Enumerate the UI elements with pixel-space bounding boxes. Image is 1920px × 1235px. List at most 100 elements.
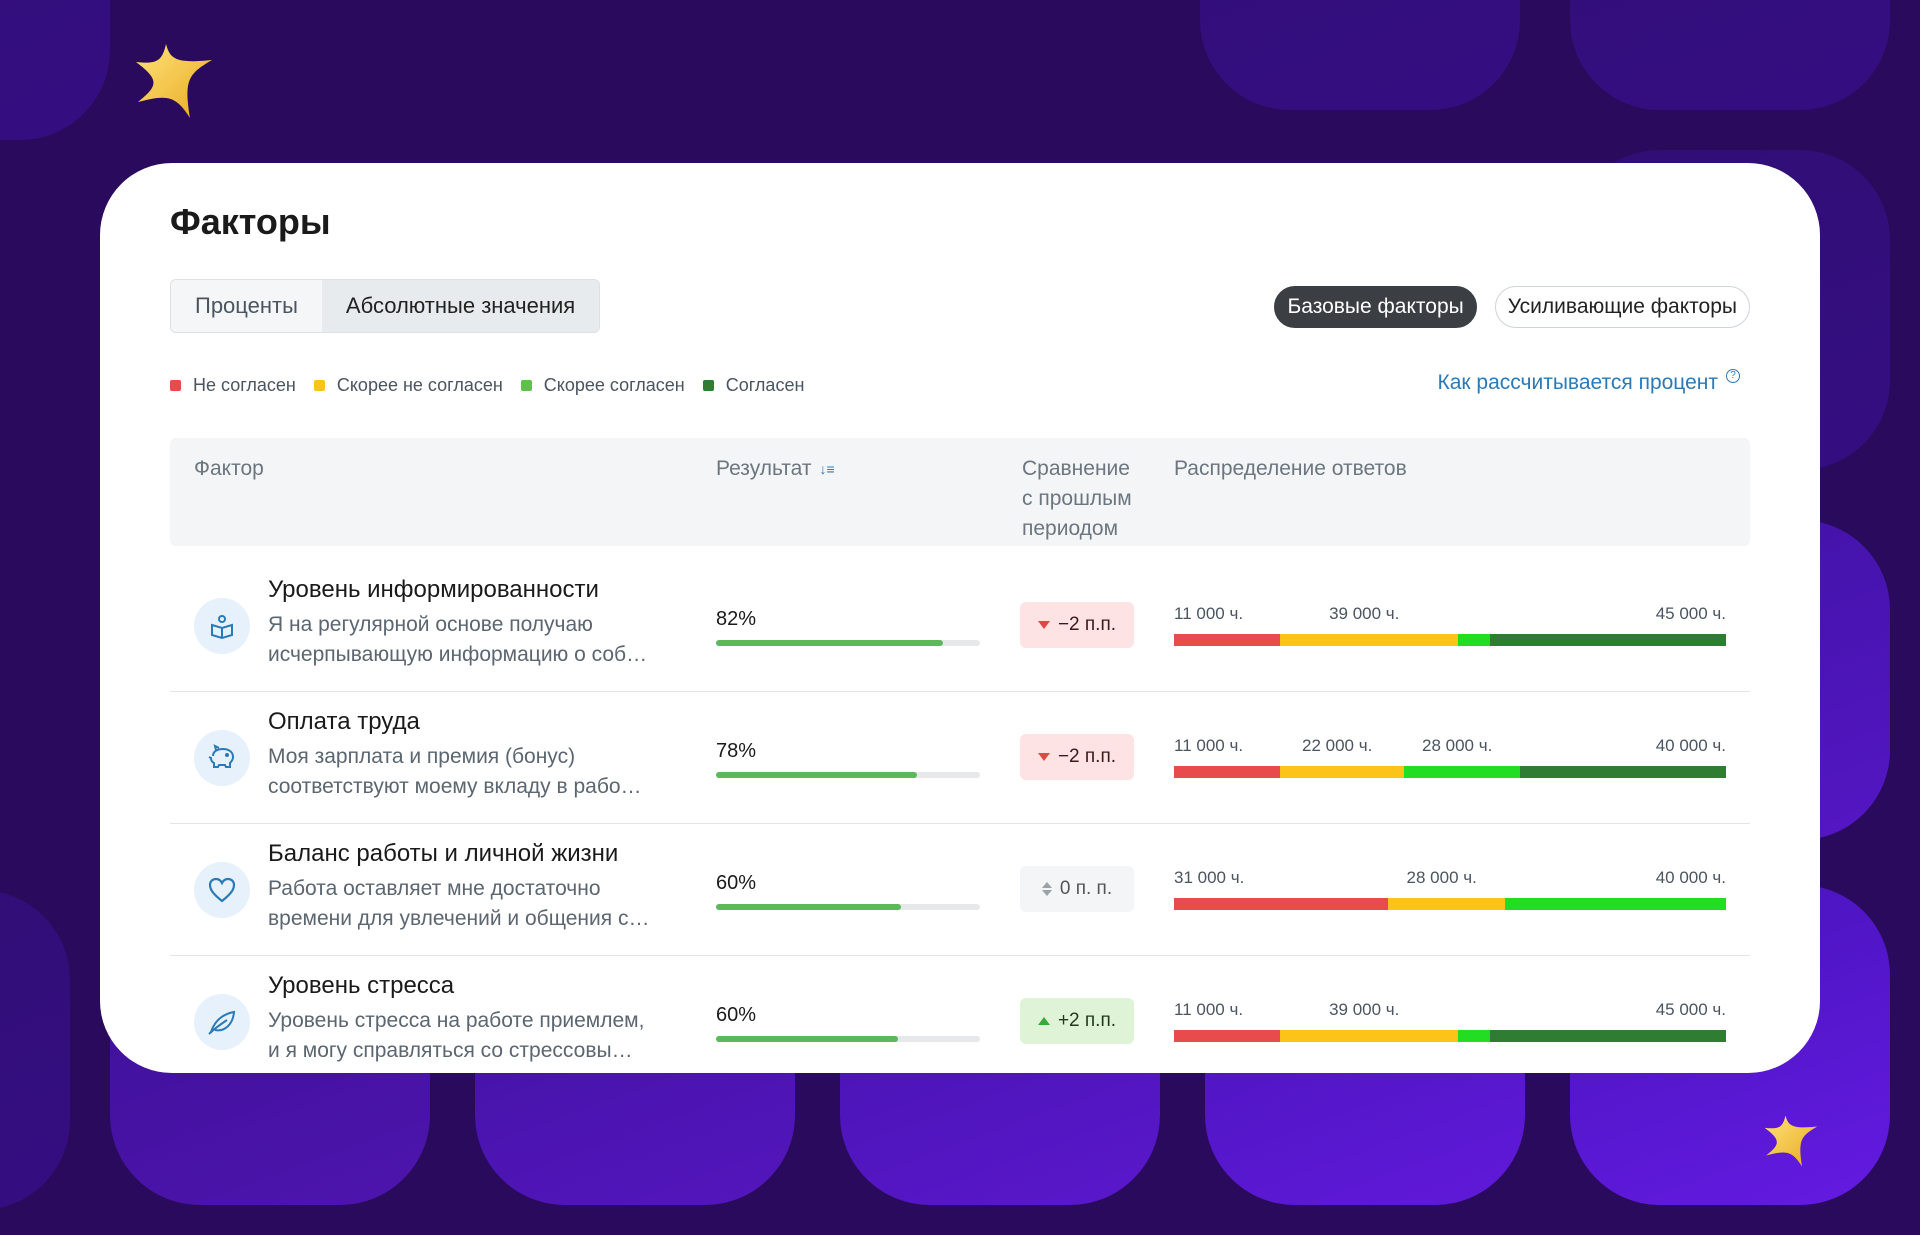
star-icon [136,44,212,118]
distribution-label: 31 000 ч. [1174,868,1245,887]
distribution-chart: 11 000 ч. 39 000 ч. 45 000 ч. [1174,1000,1726,1046]
enhancing-factors-button[interactable]: Усиливающие факторы [1494,286,1750,328]
distribution-bar [1174,898,1726,910]
page-title: Факторы [170,201,331,242]
distribution-segment-disagree[interactable] [1174,634,1280,646]
distribution-labels: 31 000 ч. 28 000 ч. 40 000 ч. [1174,868,1726,890]
legend-swatch [702,380,714,391]
result-value: 78% [716,740,757,762]
legend-label: Согласен [725,375,805,395]
trend-neutral-icon [1041,882,1052,896]
column-result[interactable]: Результат ↓≡ [716,454,835,484]
factor-description-line: соответствуют моему вкладу в рабо… [268,775,642,798]
result-bar [716,904,980,910]
distribution-bar [1174,1030,1726,1042]
legend-item: Скорее согласен [520,375,685,396]
toggle-absolute[interactable]: Абсолютные значения [321,280,600,332]
base-factors-button[interactable]: Базовые факторы [1274,286,1477,328]
factor-description: Уровень стресса на работе приемлем, и я м… [268,1006,678,1066]
distribution-segment-rather-agree[interactable] [1458,1030,1490,1042]
legend-swatch [313,380,325,391]
distribution-label: 45 000 ч. [1655,1000,1726,1019]
sort-icon[interactable]: ↓≡ [819,461,835,477]
bg-tile [0,0,110,140]
bg-tile [0,890,70,1210]
result-value: 60% [716,1004,757,1026]
distribution-chart: 31 000 ч. 28 000 ч. 40 000 ч. [1174,868,1726,914]
legend-item: Не согласен [170,375,296,396]
toggle-percent[interactable]: Проценты [195,293,298,318]
distribution-bar [1174,766,1726,778]
distribution-segment-rather-disagree[interactable] [1279,1030,1459,1042]
distribution-segment-rather-agree[interactable] [1458,634,1490,646]
factor-title: Оплата труда [268,708,420,735]
distribution-label: 11 000 ч. [1174,1000,1244,1019]
distribution-label: 11 000 ч. [1174,604,1244,623]
leaf-icon [194,994,250,1050]
distribution-segment-disagree[interactable] [1174,898,1388,910]
distribution-segment-disagree[interactable] [1174,766,1280,778]
result-bar-fill [716,772,917,778]
column-comparison: Сравнение с прошлым периодом [1022,454,1132,544]
distribution-label: 39 000 ч. [1329,604,1400,623]
result-value: 82% [716,608,757,630]
distribution-segment-rather-agree[interactable] [1505,898,1726,910]
star-icon [1764,1115,1818,1167]
help-link-label: Как рассчитывается процент [1437,371,1718,394]
distribution-chart: 11 000 ч. 22 000 ч. 28 000 ч. 40 000 ч. [1174,736,1726,782]
factor-description-line: Я на регулярной основе получаю [268,613,593,636]
legend-label: Не согласен [193,375,296,395]
table-row[interactable]: Баланс работы и личной жизни Работа остав… [170,824,1750,956]
distribution-label: 40 000 ч. [1655,868,1726,887]
column-factor: Фактор [194,457,264,480]
legend-label: Скорее не согласен [336,375,503,395]
table-row[interactable]: Уровень стресса Уровень стресса на работе… [170,956,1750,1073]
distribution-segment-disagree[interactable] [1174,1030,1280,1042]
comparison-badge: −2 п.п. [1020,734,1134,780]
legend-item: Скорее не согласен [313,375,503,396]
help-icon: ? [1726,369,1740,383]
comparison-value: +2 п.п. [1057,1010,1117,1031]
distribution-label: 45 000 ч. [1655,604,1726,623]
heart-icon [194,862,250,918]
distribution-label: 28 000 ч. [1422,736,1493,755]
view-toggle: Проценты Абсолютные значения [170,279,601,333]
distribution-segment-rather-disagree[interactable] [1279,766,1405,778]
distribution-segment-rather-disagree[interactable] [1279,634,1459,646]
column-result-label: Результат [716,457,812,480]
distribution-label: 39 000 ч. [1329,1000,1400,1019]
legend-swatch [520,380,532,391]
result-bar-fill [716,1036,899,1042]
factor-description-line: времени для увлечений и общения с… [268,907,650,930]
distribution-labels: 11 000 ч. 39 000 ч. 45 000 ч. [1174,1000,1726,1022]
legend-item: Согласен [702,375,805,396]
result-bar-fill [716,904,901,910]
factor-title: Уровень стресса [268,972,455,999]
comparison-badge: +2 п.п. [1020,998,1134,1044]
comparison-badge: 0 п. п. [1020,866,1134,912]
distribution-label: 28 000 ч. [1406,868,1477,887]
result-value: 60% [716,872,757,894]
table-row[interactable]: Уровень информированности Я на регулярной… [170,560,1750,692]
factor-filter: Базовые факторы Усиливающие факторы [1274,286,1750,328]
distribution-segment-agree[interactable] [1519,766,1726,778]
factor-description-line: и я могу справляться со стрессовы… [268,1039,633,1062]
comparison-value: 0 п. п. [1059,878,1113,899]
percent-help-link[interactable]: Как рассчитывается процент ? [1437,369,1740,395]
distribution-chart: 11 000 ч. 39 000 ч. 45 000 ч. [1174,604,1726,650]
distribution-segment-agree[interactable] [1489,1030,1726,1042]
comparison-value: −2 п.п. [1057,746,1117,767]
result-bar [716,1036,980,1042]
column-comparison-line: Сравнение [1022,457,1130,480]
piggy-bank-icon [194,730,250,786]
distribution-segment-rather-disagree[interactable] [1387,898,1506,910]
legend-label: Скорее согласен [543,375,685,395]
trend-up-icon [1037,1017,1050,1025]
distribution-segment-agree[interactable] [1489,634,1726,646]
column-comparison-line: с прошлым [1022,487,1132,510]
distribution-segment-rather-agree[interactable] [1404,766,1520,778]
distribution-labels: 11 000 ч. 22 000 ч. 28 000 ч. 40 000 ч. [1174,736,1726,758]
distribution-label: 40 000 ч. [1655,736,1726,755]
table-row[interactable]: Оплата труда Моя зарплата и премия (бонус… [170,692,1750,824]
factor-description: Работа оставляет мне достаточно времени д… [268,874,678,934]
